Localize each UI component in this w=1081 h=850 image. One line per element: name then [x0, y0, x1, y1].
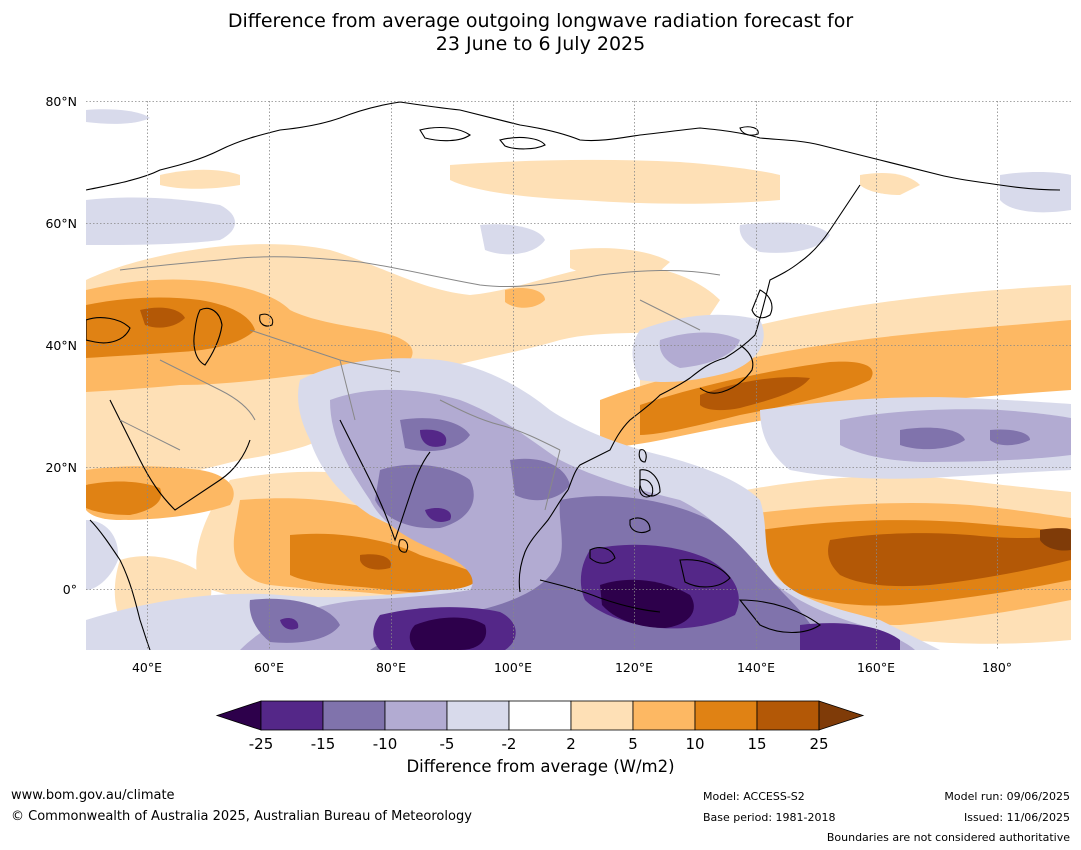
- colorbar-tick-label: 25: [809, 735, 828, 753]
- colorbar-segment: [694, 700, 758, 731]
- lat-label-40n: 40°N: [45, 338, 77, 353]
- country-borders: [119, 256, 721, 511]
- website-link[interactable]: www.bom.gov.au/climate: [11, 788, 175, 803]
- colorbar-label: Difference from average (W/m2): [406, 757, 675, 776]
- title-line-2: 23 June to 6 July 2025: [435, 33, 646, 55]
- colorbar-segment: [446, 700, 510, 731]
- anomaly-below-neg25-areas: [409, 579, 694, 650]
- lon-label-160e: 160°E: [857, 660, 895, 675]
- graticule: [86, 101, 1071, 650]
- title-line-1: Difference from average outgoing longwav…: [227, 10, 854, 32]
- issued-date: Issued: 11/06/2025: [963, 811, 1070, 824]
- disclaimer: Boundaries are not considered authoritat…: [826, 831, 1070, 844]
- colorbar-segment: [384, 700, 448, 731]
- olr-anomaly-field: [86, 101, 1071, 650]
- colorbar-tick-label: 10: [685, 735, 704, 753]
- lon-label-60e: 60°E: [254, 660, 284, 675]
- copyright-text: © Commonwealth of Australia 2025, Austra…: [11, 809, 472, 824]
- colorbar-tick-label: 15: [747, 735, 766, 753]
- lon-label-80e: 80°E: [376, 660, 406, 675]
- colorbar-tick-label: -10: [373, 735, 398, 753]
- lat-label-60n: 60°N: [45, 216, 77, 231]
- model-run-date: Model run: 09/06/2025: [944, 790, 1070, 803]
- colorbar-segment: [632, 700, 696, 731]
- colorbar-segment: [322, 700, 386, 731]
- lon-label-120e: 120°E: [615, 660, 653, 675]
- colorbar-tick-label: -2: [502, 735, 517, 753]
- model-name: Model: ACCESS-S2: [703, 790, 805, 803]
- colorbar-tick-label: 2: [566, 735, 576, 753]
- colorbar-segment: [756, 700, 820, 731]
- map-title: Difference from average outgoing longwav…: [0, 10, 1081, 56]
- longitude-labels: 40°E 60°E 80°E 100°E 120°E 140°E 160°E 1…: [132, 660, 1012, 675]
- lon-label-140e: 140°E: [737, 660, 775, 675]
- coastlines: [86, 101, 1061, 650]
- colorbar-tick-label: 5: [628, 735, 638, 753]
- lon-label-40e: 40°E: [132, 660, 162, 675]
- colorbar-segment: [570, 700, 634, 731]
- colorbar: -25 -15 -10 -5 -2 2 5 10 15 25: [215, 700, 865, 753]
- colorbar-tick-label: -5: [440, 735, 455, 753]
- colorbar-extend-low: [215, 700, 262, 731]
- base-period: Base period: 1981-2018: [703, 811, 836, 824]
- latitude-labels: 80°N 60°N 40°N 20°N 0°: [45, 94, 77, 597]
- colorbar-extend-high: [818, 700, 865, 731]
- anomaly-15-25-areas: [140, 307, 1071, 587]
- colorbar-tick-label: -15: [311, 735, 336, 753]
- anomaly-above-25-areas: [1040, 528, 1071, 551]
- colorbar-segment: [260, 700, 324, 731]
- lon-label-100e: 100°E: [494, 660, 532, 675]
- lon-label-180: 180°: [982, 660, 1012, 675]
- colorbar-segment: [508, 700, 572, 731]
- colorbar-tick-label: -25: [249, 735, 274, 753]
- lat-label-80n: 80°N: [45, 94, 77, 109]
- lat-label-20n: 20°N: [45, 460, 77, 475]
- lat-label-equator: 0°: [63, 582, 77, 597]
